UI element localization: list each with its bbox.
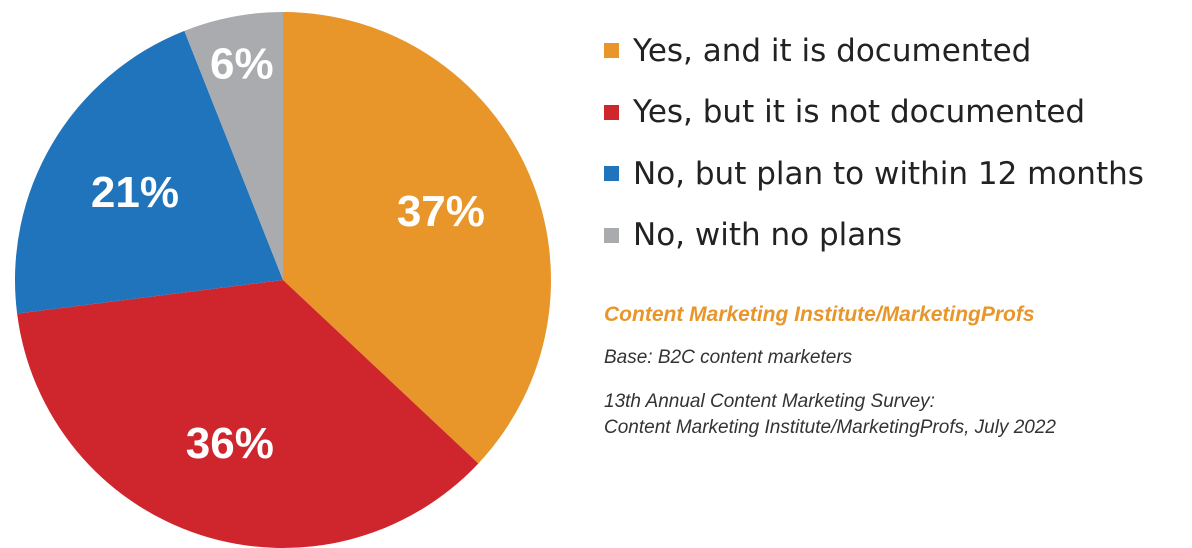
legend-swatch-plan-12-months (604, 166, 619, 182)
legend-swatch-no-plans (604, 227, 619, 243)
legend-label-plan-12-months: No, but plan to within 12 months (633, 155, 1144, 192)
slice-value-label-not-documented: 36% (186, 419, 274, 468)
legend-item-documented: Yes, and it is documented (604, 20, 1184, 82)
legend: Yes, and it is documented Yes, but it is… (604, 20, 1184, 266)
source-note: Content Marketing Institute/MarketingPro… (604, 303, 1189, 441)
slice-value-label-plan-12-months: 21% (91, 168, 179, 217)
pie-slice-plan-12-months (15, 30, 284, 314)
slice-value-label-documented: 37% (397, 187, 485, 236)
legend-item-no-plans: No, with no plans (604, 205, 1184, 267)
legend-label-no-plans: No, with no plans (633, 217, 903, 254)
pie-slice-no-plans (184, 12, 283, 280)
legend-item-not-documented: Yes, but it is not documented (604, 82, 1184, 144)
base-note: Base: B2C content marketers (604, 347, 853, 368)
survey-line-2: Content Marketing Institute/MarketingPro… (604, 417, 1057, 438)
survey-line-1: 13th Annual Content Marketing Survey: (604, 391, 935, 412)
survey-citation: 13th Annual Content Marketing Survey: Co… (604, 389, 1189, 441)
legend-label-not-documented: Yes, but it is not documented (633, 94, 1086, 131)
source-title: Content Marketing Institute/MarketingPro… (604, 303, 1035, 326)
pie-slice-not-documented (17, 280, 479, 548)
legend-label-documented: Yes, and it is documented (633, 32, 1032, 69)
legend-item-plan-12-months: No, but plan to within 12 months (604, 143, 1184, 205)
legend-swatch-documented (604, 43, 619, 59)
pie-slice-documented (283, 12, 551, 464)
legend-swatch-not-documented (604, 104, 619, 120)
pie-chart: 37% 36% 21% 6% (15, 12, 551, 548)
slice-value-label-no-plans: 6% (210, 39, 274, 88)
